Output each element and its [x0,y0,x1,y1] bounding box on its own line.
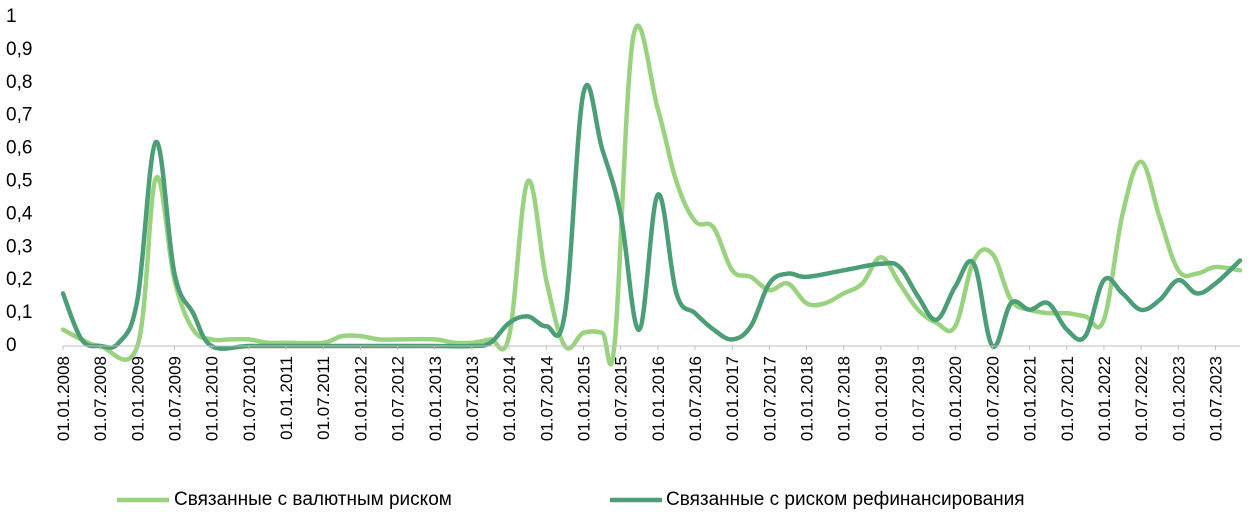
series-line-currency-risk [60,23,1243,367]
legend-item-currency-risk: Связанные с валютным риском [117,489,452,510]
x-tick-label: 01.07.2016 [686,356,705,441]
y-tick-label: 0,4 [6,203,33,224]
x-tick-label: 01.07.2008 [91,356,110,441]
y-tick-label: 0 [6,335,17,356]
x-tick-label: 01.07.2010 [240,356,259,441]
x-tick-label: 01.07.2023 [1206,356,1225,441]
x-tick-label: 01.07.2019 [909,356,928,441]
legend-item-refinancing-risk: Связанные с риском рефинансирования [610,489,1025,510]
y-tick-label: 0,6 [6,138,32,159]
x-tick-label: 01.01.2011 [277,356,296,440]
x-tick-label: 01.01.2010 [203,356,222,441]
y-tick-label: 1 [6,6,17,27]
x-tick-label: 01.07.2020 [983,356,1002,441]
x-tick-label: 01.01.2020 [946,356,965,441]
x-tick-label: 01.01.2013 [426,356,445,441]
legend-label-refinancing-risk: Связанные с риском рефинансирования [666,489,1025,510]
legend-label-currency-risk: Связанные с валютным риском [174,489,452,510]
series-lines [60,23,1243,367]
x-tick-label: 01.07.2014 [537,356,556,441]
x-tick-label: 01.07.2013 [463,356,482,441]
x-tick-label: 01.07.2011 [314,356,333,440]
x-tick-label: 01.07.2012 [389,356,408,441]
y-tick-label: 0,2 [6,269,32,290]
y-tick-label: 0,5 [6,171,32,192]
y-tick-label: 0,7 [6,105,32,126]
y-tick-label: 0,3 [6,236,32,257]
x-tick-label: 01.01.2016 [649,356,668,441]
x-tick-label: 01.01.2019 [872,356,891,441]
x-tick-label: 01.07.2017 [760,356,779,441]
series-line-refinancing-risk [60,82,1243,351]
y-tick-label: 0,9 [6,39,32,60]
x-tick-label: 01.07.2009 [166,356,185,441]
x-tick-label: 01.07.2018 [835,356,854,441]
legend: Связанные с валютным риском Связанные с … [117,489,1025,510]
x-tick-label: 01.01.2017 [723,356,742,441]
x-tick-label: 01.01.2018 [798,356,817,441]
y-tick-label: 0,8 [6,72,32,93]
y-axis-ticks: 0 0,1 0,2 0,3 0,4 0,5 0,6 0,7 0,8 0,9 1 [6,6,33,356]
y-tick-label: 0,1 [6,302,32,323]
x-tick-label: 01.01.2022 [1095,356,1114,441]
x-tick-label: 01.07.2022 [1132,356,1151,441]
x-tick-label: 01.01.2014 [500,356,519,441]
x-tick-label: 01.01.2009 [128,356,147,441]
x-tick-label: 01.01.2021 [1021,356,1040,441]
x-tick-label: 01.01.2015 [574,356,593,441]
x-tick-label: 01.01.2008 [54,356,73,441]
x-tick-label: 01.07.2015 [612,356,631,441]
x-tick-label: 01.07.2021 [1058,356,1077,441]
x-axis-ticks: 01.01.2008 01.07.2008 01.01.2009 01.07.2009… [54,346,1225,441]
x-tick-label: 01.01.2012 [351,356,370,441]
x-tick-label: 01.01.2023 [1169,356,1188,441]
